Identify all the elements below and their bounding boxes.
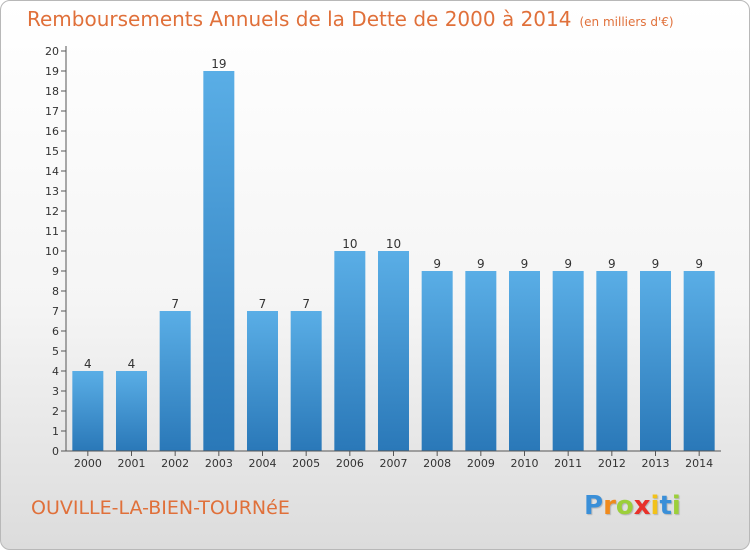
data-label: 9 xyxy=(521,257,529,271)
x-axis: 2000 2001 2002 2003 2004 2005 2006 2007 2008 2009… xyxy=(66,450,721,470)
data-label: 10 xyxy=(342,237,357,251)
bar xyxy=(72,371,104,451)
logo-letter: t xyxy=(659,491,672,521)
bar xyxy=(290,311,322,451)
y-tick-label: 15 xyxy=(45,145,59,158)
city-name: OUVILLE-LA-BIEN-TOURNéE xyxy=(31,497,290,519)
chart-title-text: Remboursements Annuels de la Dette de 20… xyxy=(27,7,572,31)
y-tick-label: 4 xyxy=(52,365,59,378)
x-tick-label: 2014 xyxy=(685,457,713,470)
y-tick-label: 18 xyxy=(45,85,59,98)
y-tick-label: 20 xyxy=(45,45,59,58)
y-tick-label: 19 xyxy=(45,65,59,78)
bar xyxy=(509,271,540,451)
logo-letter: r xyxy=(603,491,616,521)
y-tick-label: 11 xyxy=(45,225,59,238)
data-label: 9 xyxy=(433,257,441,271)
bar xyxy=(159,311,191,451)
data-label: 9 xyxy=(652,257,660,271)
logo-letter: P xyxy=(584,491,604,521)
x-tick-label: 2010 xyxy=(511,457,539,470)
x-tick-label: 2003 xyxy=(205,457,233,470)
bar xyxy=(552,271,584,451)
y-tick-label: 7 xyxy=(52,305,59,318)
x-tick-label: 2009 xyxy=(467,457,495,470)
bar xyxy=(640,271,671,451)
bar xyxy=(116,371,147,451)
bars-group: 4 4 7 19 7 7 10 10 9 9 9 9 9 9 9 xyxy=(72,57,715,451)
logo-letter: o xyxy=(615,491,634,521)
x-tick-label: 2006 xyxy=(336,457,364,470)
y-tick-label: 16 xyxy=(45,125,59,138)
x-tick-label: 2008 xyxy=(423,457,451,470)
data-label: 7 xyxy=(259,297,267,311)
data-label: 4 xyxy=(84,357,92,371)
y-tick-label: 2 xyxy=(52,405,59,418)
y-tick-label: 6 xyxy=(52,325,59,338)
x-tick-label: 2012 xyxy=(598,457,626,470)
y-tick-label: 14 xyxy=(45,165,59,178)
bar xyxy=(683,271,715,451)
data-label: 9 xyxy=(695,257,703,271)
bar xyxy=(596,271,628,451)
bar xyxy=(421,271,453,451)
bar xyxy=(334,251,366,451)
data-label: 9 xyxy=(608,257,616,271)
bar xyxy=(247,311,278,451)
x-tick-label: 2004 xyxy=(249,457,277,470)
bar xyxy=(203,71,235,451)
data-label: 10 xyxy=(386,237,401,251)
data-label: 19 xyxy=(211,57,226,71)
logo-letter: x xyxy=(633,491,651,521)
y-tick-label: 9 xyxy=(52,265,59,278)
bar xyxy=(378,251,409,451)
y-tick-label: 0 xyxy=(52,445,59,458)
y-tick-label: 5 xyxy=(52,345,59,358)
y-tick-label: 12 xyxy=(45,205,59,218)
x-tick-label: 2000 xyxy=(74,457,102,470)
y-tick-label: 17 xyxy=(45,105,59,118)
y-tick-label: 3 xyxy=(52,385,59,398)
x-tick-label: 2005 xyxy=(292,457,320,470)
proxiti-logo: Proxiti xyxy=(584,491,681,521)
chart-title: Remboursements Annuels de la Dette de 20… xyxy=(27,7,674,31)
logo-letter: i xyxy=(671,491,681,521)
data-label: 9 xyxy=(564,257,572,271)
x-tick-label: 2007 xyxy=(380,457,408,470)
y-tick-label: 13 xyxy=(45,185,59,198)
y-tick-label: 10 xyxy=(45,245,59,258)
x-tick-label: 2011 xyxy=(554,457,582,470)
x-tick-label: 2002 xyxy=(161,457,189,470)
x-tick-label: 2001 xyxy=(118,457,146,470)
y-tick-label: 8 xyxy=(52,285,59,298)
data-label: 4 xyxy=(128,357,136,371)
bar xyxy=(465,271,497,451)
x-tick-label: 2013 xyxy=(642,457,670,470)
data-label: 9 xyxy=(477,257,485,271)
y-tick-label: 1 xyxy=(52,425,59,438)
logo-letter: i xyxy=(650,491,660,521)
data-label: 7 xyxy=(302,297,310,311)
data-label: 7 xyxy=(171,297,179,311)
chart-unit-note: (en milliers d'€) xyxy=(579,15,674,29)
